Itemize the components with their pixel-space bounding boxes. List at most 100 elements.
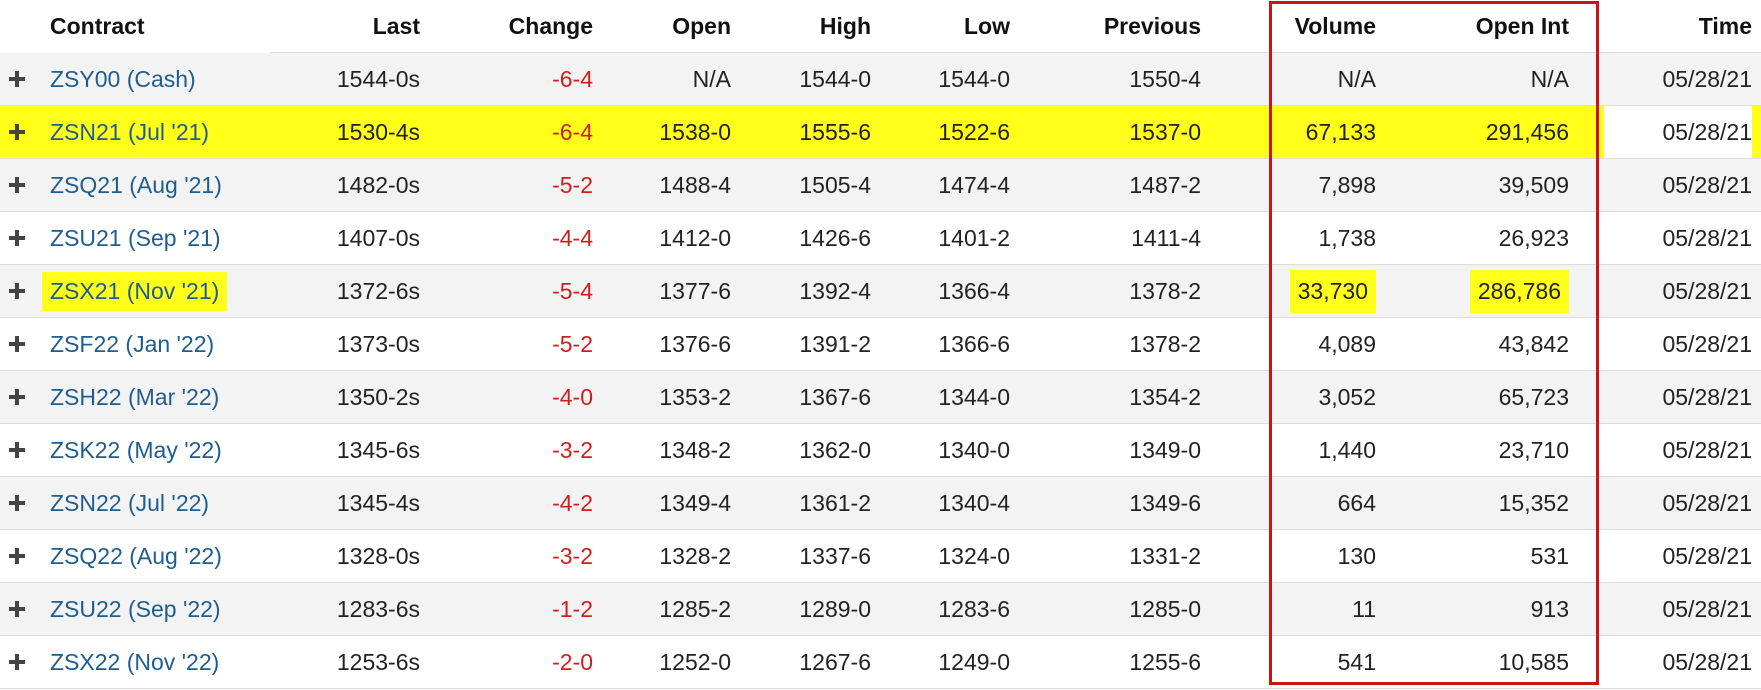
open-interest-value: 531 xyxy=(1530,542,1569,569)
table-row: ZSU21 (Sep '21) 1407-0s -4-4 1412-0 1426… xyxy=(0,212,1761,265)
last-price: 1373-0s xyxy=(336,330,420,357)
contract-link[interactable]: ZSN21 (Jul '21) xyxy=(50,118,210,145)
expand-row-button[interactable] xyxy=(6,477,28,529)
column-header-open-int[interactable]: Open Int xyxy=(1475,13,1569,39)
expand-row-button[interactable] xyxy=(6,636,28,688)
contract-link[interactable]: ZSH22 (Mar '22) xyxy=(50,383,220,410)
previous-price: 1255-6 xyxy=(1129,648,1201,675)
time-value: 05/28/21 xyxy=(1662,595,1752,622)
volume-value: 33,730 xyxy=(1289,269,1376,313)
open-interest-value: 15,352 xyxy=(1498,489,1569,516)
expand-row-button[interactable] xyxy=(6,530,28,582)
contract-link[interactable]: ZSU21 (Sep '21) xyxy=(50,224,221,251)
plus-icon xyxy=(9,442,25,458)
volume-value: 664 xyxy=(1337,489,1376,516)
previous-price: 1537-0 xyxy=(1129,118,1201,145)
low-price: 1474-4 xyxy=(938,171,1010,198)
last-price: 1544-0s xyxy=(336,65,420,92)
contract-link[interactable]: ZSQ21 (Aug '21) xyxy=(50,171,222,198)
expand-row-button[interactable] xyxy=(6,583,28,635)
volume-value: 541 xyxy=(1337,648,1376,675)
open-price: 1328-2 xyxy=(659,542,731,569)
column-header-high[interactable]: High xyxy=(819,13,871,39)
expand-row-button[interactable] xyxy=(6,371,28,423)
table-row: ZSH22 (Mar '22) 1350-2s -4-0 1353-2 1367… xyxy=(0,371,1761,424)
open-price: 1285-2 xyxy=(659,595,731,622)
price-change: -2-0 xyxy=(552,648,593,675)
expand-row-button[interactable] xyxy=(6,53,28,105)
low-price: 1340-4 xyxy=(938,489,1010,516)
column-header-volume[interactable]: Volume xyxy=(1294,13,1376,39)
contract-link[interactable]: ZSF22 (Jan '22) xyxy=(50,330,215,357)
contract-link[interactable]: ZSN22 (Jul '22) xyxy=(50,489,210,516)
high-price: 1367-6 xyxy=(799,383,871,410)
column-header-low[interactable]: Low xyxy=(964,13,1010,39)
table-row: ZSF22 (Jan '22) 1373-0s -5-2 1376-6 1391… xyxy=(0,318,1761,371)
volume-value: 3,052 xyxy=(1318,383,1376,410)
plus-icon xyxy=(9,283,25,299)
contract-link[interactable]: ZSY00 (Cash) xyxy=(50,65,196,92)
contract-link[interactable]: ZSX21 (Nov '21) xyxy=(42,271,228,311)
plus-icon xyxy=(9,601,25,617)
last-price: 1407-0s xyxy=(336,224,420,251)
price-change: -4-2 xyxy=(552,489,593,516)
open-interest-value: 39,509 xyxy=(1498,171,1569,198)
open-price: 1538-0 xyxy=(659,118,731,145)
price-change: -5-2 xyxy=(552,171,593,198)
table-row: ZSN22 (Jul '22) 1345-4s -4-2 1349-4 1361… xyxy=(0,477,1761,530)
low-price: 1283-6 xyxy=(938,595,1010,622)
expand-row-button[interactable] xyxy=(6,265,28,317)
previous-price: 1411-4 xyxy=(1131,224,1201,251)
column-header-change[interactable]: Change xyxy=(508,13,593,39)
volume-value: 1,738 xyxy=(1318,224,1376,251)
table-row: ZSX22 (Nov '22) 1253-6s -2-0 1252-0 1267… xyxy=(0,636,1761,689)
high-price: 1391-2 xyxy=(799,330,871,357)
volume-value: 7,898 xyxy=(1318,171,1376,198)
high-price: 1544-0 xyxy=(799,65,871,92)
price-change: -6-4 xyxy=(552,118,593,145)
open-price: 1252-0 xyxy=(659,648,731,675)
contract-link[interactable]: ZSX22 (Nov '22) xyxy=(50,648,220,675)
time-value: 05/28/21 xyxy=(1662,65,1752,92)
expand-row-button[interactable] xyxy=(6,318,28,370)
previous-price: 1378-2 xyxy=(1129,330,1201,357)
price-change: -5-4 xyxy=(552,277,593,304)
plus-icon xyxy=(9,654,25,670)
time-value: 05/28/21 xyxy=(1662,489,1752,516)
expand-row-button[interactable] xyxy=(6,159,28,211)
last-price: 1482-0s xyxy=(336,171,420,198)
column-header-last[interactable]: Last xyxy=(372,13,420,39)
previous-price: 1550-4 xyxy=(1129,65,1201,92)
open-interest-value: 291,456 xyxy=(1485,118,1569,145)
open-price: 1348-2 xyxy=(659,436,731,463)
expand-row-button[interactable] xyxy=(6,106,28,158)
contract-link[interactable]: ZSQ22 (Aug '22) xyxy=(50,542,222,569)
volume-cell: 33,730 xyxy=(1276,265,1376,317)
last-price: 1283-6s xyxy=(336,595,420,622)
price-change: -3-2 xyxy=(552,542,593,569)
volume-value: 11 xyxy=(1352,595,1376,622)
plus-icon xyxy=(9,71,25,87)
high-price: 1392-4 xyxy=(799,277,871,304)
expand-row-button[interactable] xyxy=(6,212,28,264)
contract-link[interactable]: ZSK22 (May '22) xyxy=(50,436,222,463)
time-value: 05/28/21 xyxy=(1662,383,1752,410)
open-interest-value: 23,710 xyxy=(1498,436,1569,463)
low-price: 1344-0 xyxy=(938,383,1010,410)
open-price: N/A xyxy=(692,65,731,92)
column-header-contract[interactable]: Contract xyxy=(50,13,145,39)
plus-icon xyxy=(9,389,25,405)
table-row: ZSY00 (Cash) 1544-0s -6-4 N/A 1544-0 154… xyxy=(0,53,1761,106)
low-price: 1324-0 xyxy=(938,542,1010,569)
high-price: 1361-2 xyxy=(799,489,871,516)
previous-price: 1331-2 xyxy=(1129,542,1201,569)
expand-row-button[interactable] xyxy=(6,424,28,476)
plus-icon xyxy=(9,177,25,193)
column-header-open[interactable]: Open xyxy=(672,13,731,39)
column-header-previous[interactable]: Previous xyxy=(1103,13,1201,39)
column-header-time[interactable]: Time xyxy=(1698,13,1752,39)
contract-link[interactable]: ZSU22 (Sep '22) xyxy=(50,595,221,622)
price-change: -5-2 xyxy=(552,330,593,357)
last-price: 1345-4s xyxy=(336,489,420,516)
